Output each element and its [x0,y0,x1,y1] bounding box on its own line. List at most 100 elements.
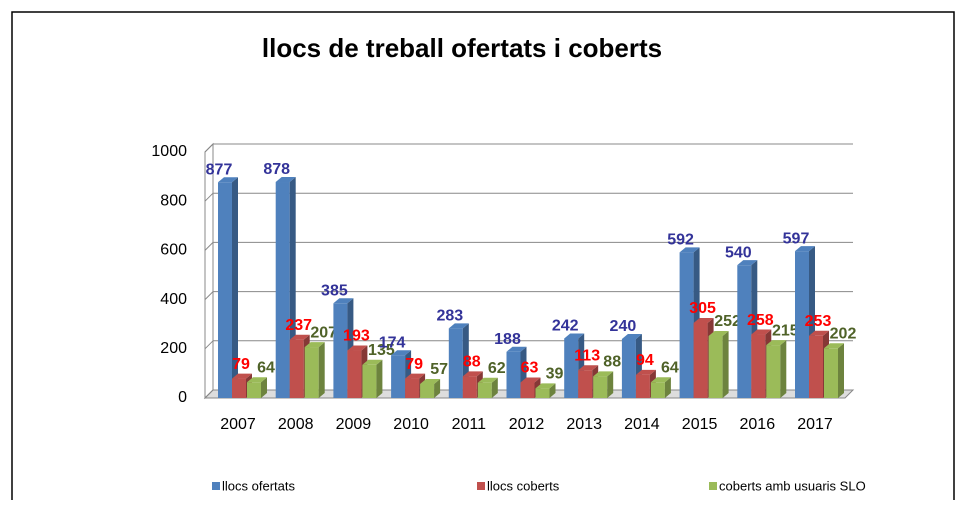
bar-top [809,330,829,336]
bar-front [824,348,838,398]
data-label: 877 [206,161,233,178]
data-label: 62 [488,360,506,377]
y-tick-label: 600 [160,242,187,259]
data-label: 88 [463,354,481,371]
bar-front [564,338,579,398]
data-label: 188 [494,331,521,348]
bar-side [376,359,383,398]
bar-front [275,182,290,398]
bar [650,377,671,398]
x-tick-label: 2014 [624,416,660,433]
bar-top [708,331,729,337]
data-label: 88 [603,354,621,371]
x-tick-label: 2008 [278,416,314,433]
bar-side [491,377,498,398]
bar-top [218,177,238,183]
bar-front [621,338,636,398]
grid-line [204,340,214,350]
y-tick-label: 400 [160,291,187,308]
data-label: 240 [610,318,637,335]
bar-front [708,336,723,398]
data-label: 193 [343,328,370,345]
data-label: 540 [725,244,752,261]
data-label: 242 [552,318,579,335]
data-label: 385 [321,283,348,300]
grid-line [204,242,214,251]
bar-front [405,378,420,398]
bar [635,369,656,398]
data-label: 113 [574,347,600,364]
data-label: 174 [379,334,406,351]
legend-label: llocs ofertats [222,478,295,493]
bar-side [607,371,614,398]
bar-front [693,322,708,398]
bar-front [737,265,752,398]
data-label: 57 [430,361,448,378]
legend-label: coberts amb usuaris SLO [719,478,866,493]
data-label: 592 [667,232,694,249]
y-tick-label: 0 [178,389,187,406]
data-label: 79 [405,356,423,373]
bar-front [766,345,781,398]
bar-front [578,370,593,398]
chart-title: llocs de treball ofertats i coberts [262,33,662,63]
bar-top [275,177,296,183]
bar [304,342,325,398]
data-label: 207 [310,324,337,341]
data-label: 64 [257,359,275,376]
bar-front [232,378,246,398]
bar-top [448,323,469,329]
bar-side [232,177,238,398]
bar-front [751,334,766,398]
legend-swatch [709,482,717,490]
bar-top [824,343,844,349]
bar-top [477,377,498,383]
bar-top [679,247,700,253]
data-label: 202 [830,326,857,343]
bar [535,383,556,398]
bar-front [448,328,463,398]
bar-side [434,378,441,398]
bar-top [347,345,368,351]
x-tick-label: 2016 [740,416,776,433]
bar-side [780,340,787,398]
bar-top [362,359,383,365]
bar-front [650,382,665,398]
bar-front [520,382,535,398]
bar-side [549,383,556,398]
bar-side [664,377,671,398]
x-tick-label: 2010 [393,416,429,433]
data-label: 135 [368,342,395,359]
bar-front [462,376,477,398]
bar-front [333,303,348,398]
data-label: 215 [772,322,799,339]
bar [766,340,787,398]
bar-front [420,383,435,398]
data-label: 258 [747,312,774,329]
bar-side [838,343,844,398]
bar-front [247,382,261,398]
bar-front [809,335,823,398]
bar-top [232,373,252,379]
bar-top [535,383,556,389]
grid-line [204,389,214,399]
y-tick-label: 800 [160,192,187,209]
bar-side [318,342,325,398]
x-tick-label: 2017 [797,416,833,433]
bar-front [795,251,809,398]
data-label: 63 [521,360,539,377]
bar [564,333,585,398]
back-wall [204,142,214,400]
bar-top [247,377,267,383]
bar [218,177,238,398]
data-label: 94 [636,352,654,369]
data-label: 253 [805,313,832,330]
bar-top [766,340,787,346]
bar-top [564,333,585,339]
y-tick-label: 1000 [151,143,187,160]
bar [824,343,844,398]
grid-line [204,291,214,300]
bar-top [304,342,325,348]
legend-label: llocs coberts [487,478,560,493]
bar-top [650,377,671,383]
